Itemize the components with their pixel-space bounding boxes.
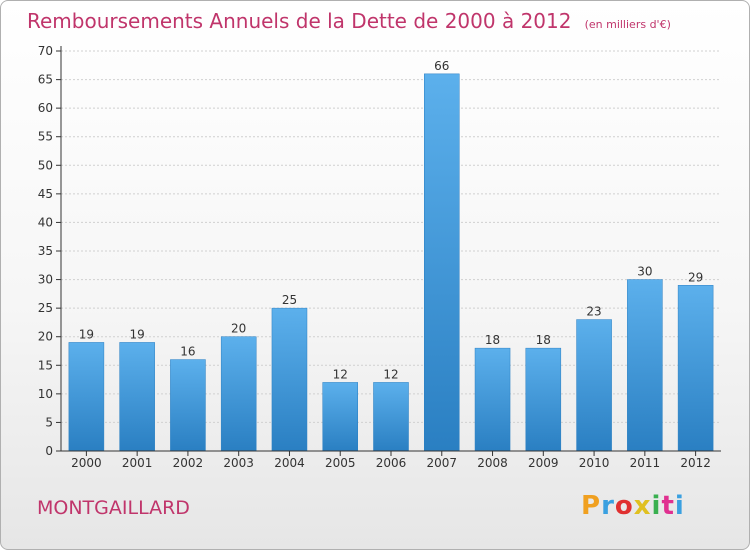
y-tick-label: 5 xyxy=(45,415,53,429)
y-tick-label: 0 xyxy=(45,444,53,458)
y-tick-label: 45 xyxy=(38,187,53,201)
y-tick-label: 20 xyxy=(38,330,53,344)
bar-value-label: 23 xyxy=(586,305,601,319)
logo-letter: r xyxy=(601,491,615,521)
bar[interactable] xyxy=(525,347,562,452)
y-tick-label: 40 xyxy=(38,215,53,229)
y-tick-label: 50 xyxy=(38,158,53,172)
bar-value-label: 25 xyxy=(282,293,297,307)
logo-letter: i xyxy=(651,491,662,521)
x-tick-label: 2000 xyxy=(71,456,102,470)
y-tick-label: 60 xyxy=(38,101,53,115)
bars: 19 19 16 20 25 12 12 66 18 18 23 30 29 xyxy=(68,59,714,452)
bar-value-label: 29 xyxy=(688,270,703,284)
bar[interactable] xyxy=(119,342,155,452)
y-tick-label: 30 xyxy=(38,273,53,287)
city-name: MONTGAILLARD xyxy=(37,497,190,519)
y-tick-label: 10 xyxy=(38,387,53,401)
logo-letter: i xyxy=(674,491,685,521)
y-tick-label: 65 xyxy=(38,73,53,87)
y-tick-label: 55 xyxy=(38,130,53,144)
bar[interactable] xyxy=(322,382,358,452)
x-tick-label: 2011 xyxy=(630,456,661,470)
bar-value-label: 20 xyxy=(231,322,246,336)
logo-letter: x xyxy=(633,491,652,521)
logo-letter: P xyxy=(581,491,602,521)
bar-value-label: 19 xyxy=(130,327,145,341)
bar[interactable] xyxy=(474,347,511,452)
y-tick-label: 35 xyxy=(38,244,53,258)
axes: 0 5 10 15 20 25 30 35 40 45 50 55 60 65 70 2000 2001 2002… xyxy=(38,44,721,470)
x-tick-label: 2006 xyxy=(376,456,407,470)
y-tick-label: 15 xyxy=(38,358,53,372)
logo-letter: t xyxy=(661,491,675,521)
x-tick-label: 2001 xyxy=(122,456,153,470)
x-tick-label: 2010 xyxy=(579,456,610,470)
bar[interactable] xyxy=(271,307,308,452)
bar-value-label: 66 xyxy=(434,59,449,73)
x-tick-label: 2008 xyxy=(477,456,508,470)
x-tick-label: 2003 xyxy=(223,456,254,470)
y-tick-label: 25 xyxy=(38,301,53,315)
x-tick-label: 2012 xyxy=(680,456,711,470)
chart-title: Remboursements Annuels de la Dette de 20… xyxy=(27,9,572,33)
bar[interactable] xyxy=(220,336,257,452)
x-tick-label: 2004 xyxy=(274,456,305,470)
bar-value-label: 18 xyxy=(485,333,500,347)
bar-value-label: 30 xyxy=(637,265,652,279)
bar-chart: 19 19 16 20 25 12 12 66 18 18 23 30 29 0 5 10 15 20 25 30 3… xyxy=(38,44,721,470)
bar-value-label: 16 xyxy=(180,345,195,359)
bar-value-label: 19 xyxy=(79,327,94,341)
bar[interactable] xyxy=(373,382,409,452)
x-tick-label: 2007 xyxy=(426,456,457,470)
bar-value-label: 12 xyxy=(383,367,398,381)
bar-value-label: 12 xyxy=(333,367,348,381)
x-tick-label: 2009 xyxy=(528,456,559,470)
y-tick-label: 70 xyxy=(38,44,53,58)
x-tick-label: 2005 xyxy=(325,456,356,470)
bar[interactable] xyxy=(170,359,206,452)
bar[interactable] xyxy=(576,319,612,452)
chart-subtitle: (en milliers d'€) xyxy=(584,18,671,31)
x-tick-label: 2002 xyxy=(173,456,204,470)
proxiti-logo[interactable]: Proxiti xyxy=(581,491,685,521)
bar[interactable] xyxy=(424,73,460,452)
bar-value-label: 18 xyxy=(536,333,551,347)
bar[interactable] xyxy=(68,342,105,452)
logo-letter: o xyxy=(614,491,634,521)
bar[interactable] xyxy=(627,279,663,452)
bar[interactable] xyxy=(677,285,714,452)
chart-title-block: Remboursements Annuels de la Dette de 20… xyxy=(27,9,671,33)
